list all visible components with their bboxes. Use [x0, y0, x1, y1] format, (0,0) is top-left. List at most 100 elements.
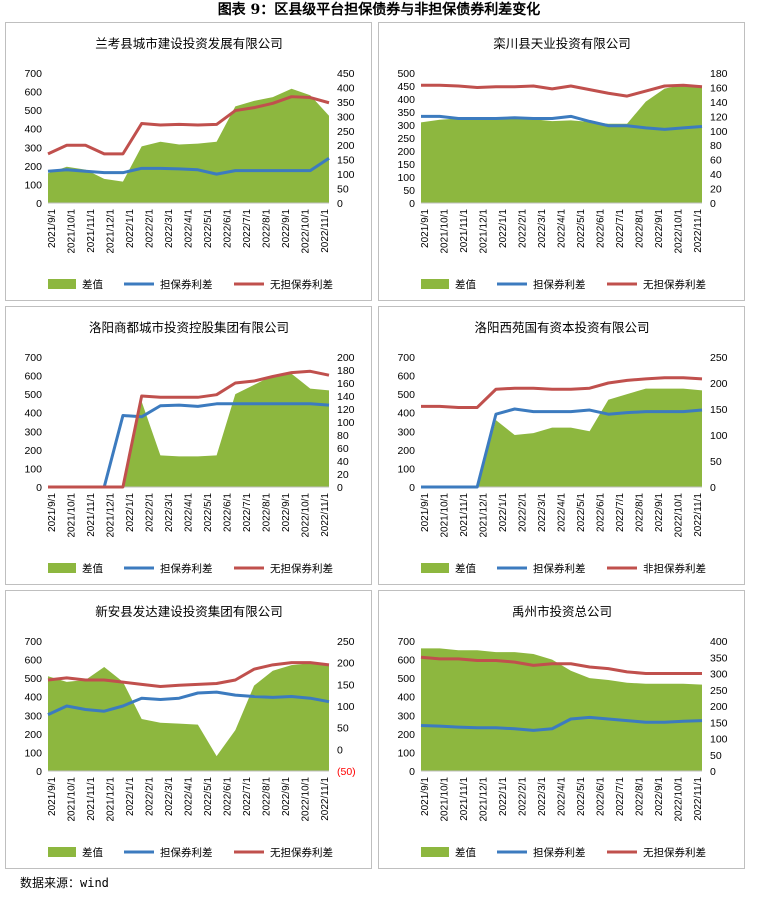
right-axis-tick-label: 160	[337, 378, 355, 390]
left-axis-tick-label: 0	[409, 198, 415, 210]
x-axis-tick-label: 2022/11/1	[320, 777, 331, 821]
right-axis-tick-label: 0	[710, 198, 716, 210]
chart-svg: 禹州市投资总公司 0 100 200 300 400 500 600 700 0 50 100 150 2…	[397, 604, 728, 859]
left-axis-tick-label: 250	[397, 133, 415, 145]
series-area-diff	[421, 648, 702, 771]
right-axis-tick-label: 40	[710, 169, 722, 181]
left-axis-tick-label: 400	[397, 94, 415, 106]
x-axis-tick-label: 2022/5/1	[576, 493, 587, 532]
x-axis-tick-label: 2021/9/1	[420, 209, 431, 248]
legend-swatch-diff	[421, 279, 449, 289]
left-axis-tick-label: 0	[36, 482, 42, 494]
legend-label: 差值	[82, 562, 103, 575]
left-axis-tick-label: 100	[397, 463, 415, 475]
series-line-nonguarantee	[48, 369, 330, 489]
x-axis-tick-label: 2022/7/1	[615, 209, 626, 248]
left-axis-tick-label: 300	[24, 142, 42, 154]
x-axis-tick-label: 2021/12/1	[479, 777, 490, 822]
chart-svg: 洛阳商都城市投资控股集团有限公司010020030040050060070002…	[24, 320, 355, 575]
series-area-diff	[48, 88, 329, 203]
right-axis-tick-label: 120	[337, 404, 355, 416]
x-axis-tick-label: 2022/10/1	[301, 493, 312, 538]
x-axis-tick-label: 2021/10/1	[67, 209, 78, 254]
right-axis-tick-label: 200	[710, 701, 728, 713]
left-axis-tick-label: 300	[397, 710, 415, 722]
right-axis-tick-label: 50	[337, 723, 349, 735]
left-axis-tick-label: 700	[24, 352, 42, 364]
right-axis-tick-label: 80	[710, 140, 722, 152]
x-axis-tick-label: 2022/2/1	[518, 209, 529, 248]
x-axis-tick-label: 2022/9/1	[281, 493, 292, 532]
right-axis-tick-label: 0	[710, 482, 716, 494]
legend-label: 无担保券利差	[643, 278, 706, 291]
chart-svg: 新安县发达建设投资集团有限公司0100200300400500600700(50…	[24, 604, 355, 859]
legend-swatch-diff	[421, 847, 449, 857]
chart-title: 洛阳商都城市投资控股集团有限公司	[89, 320, 289, 335]
x-axis-tick-label: 2021/11/1	[459, 493, 470, 537]
left-axis-tick-label: 600	[24, 655, 42, 667]
x-axis-tick-label: 2022/5/1	[576, 209, 587, 248]
right-axis-tick-label: 450	[337, 68, 355, 80]
series-area-diff	[48, 663, 329, 771]
legend-label: 无担保券利差	[270, 846, 333, 859]
right-axis-tick-label: 60	[710, 155, 722, 167]
x-axis-tick-label: 2022/11/1	[320, 493, 331, 537]
chart-panel-xinan: 新安县发达建设投资集团有限公司 0 100 200 300 400 500 600 700 (50…	[5, 590, 372, 869]
right-axis-tick-label: 350	[337, 97, 355, 109]
x-axis-tick-label: 2021/10/1	[440, 209, 451, 254]
left-axis-tick-label: 300	[24, 426, 42, 438]
legend-swatch-diff	[48, 563, 76, 573]
right-axis-tick-label: 250	[337, 126, 355, 138]
left-axis-tick-label: 400	[24, 124, 42, 136]
legend-label: 无担保券利差	[270, 562, 333, 575]
left-axis-tick-label: 50	[403, 185, 415, 197]
x-axis-tick-label: 2022/1/1	[498, 493, 509, 532]
x-axis-tick-label: 2022/4/1	[184, 777, 195, 816]
x-axis-tick-label: 2022/7/1	[615, 493, 626, 532]
legend-label: 担保券利差	[533, 562, 586, 575]
left-axis-tick-label: 200	[24, 445, 42, 457]
x-axis-tick-label: 2022/5/1	[203, 493, 214, 532]
legend-swatch-diff	[48, 279, 76, 289]
right-axis-tick-label: 400	[710, 636, 728, 648]
left-axis-tick-label: 0	[409, 482, 415, 494]
x-axis-tick-label: 2022/10/1	[674, 493, 685, 538]
x-axis-tick-label: 2021/12/1	[479, 493, 490, 538]
x-axis-tick-label: 2021/11/1	[86, 209, 97, 253]
series-area-diff	[421, 84, 702, 203]
x-axis-tick-label: 2022/3/1	[164, 209, 175, 248]
left-axis-tick-label: 500	[24, 389, 42, 401]
left-axis-tick-label: 500	[24, 105, 42, 117]
x-axis-tick-label: 2022/9/1	[281, 777, 292, 816]
x-axis-tick-label: 2022/9/1	[654, 777, 665, 816]
chart-title: 栾川县天业投资有限公司	[493, 36, 631, 51]
left-axis-tick-label: 700	[397, 636, 415, 648]
left-axis-tick-label: 100	[24, 463, 42, 475]
series-area-diff	[421, 388, 702, 487]
x-axis-tick-label: 2021/11/1	[459, 209, 470, 253]
left-axis-tick-label: 600	[397, 655, 415, 667]
x-axis-tick-label: 2021/9/1	[47, 777, 58, 816]
legend-swatch-diff	[48, 847, 76, 857]
series-line-guarantee	[421, 407, 703, 489]
right-axis-tick-label: 140	[710, 97, 728, 109]
x-axis-tick-label: 2022/6/1	[223, 777, 234, 816]
x-axis-tick-label: 2022/2/1	[145, 209, 156, 248]
x-axis-tick-label: 2021/9/1	[47, 209, 58, 248]
x-axis-tick-label: 2021/9/1	[47, 493, 58, 532]
left-axis-tick-label: 400	[397, 692, 415, 704]
left-axis-tick-label: 600	[397, 371, 415, 383]
legend-label: 差值	[455, 562, 476, 575]
right-axis-tick-label: 200	[337, 352, 355, 364]
x-axis-tick-label: 2022/6/1	[596, 493, 607, 532]
x-axis-tick-label: 2021/12/1	[479, 209, 490, 254]
right-axis-tick-label: 180	[337, 365, 355, 377]
chart-panel-xiyuan: 洛阳西苑国有资本投资有限公司 0 100 200 300 400 500 600 700 0 50 1…	[378, 306, 745, 585]
right-axis-tick-label: 60	[337, 443, 349, 455]
left-axis-tick-label: 150	[397, 159, 415, 171]
series-line-nonguarantee	[421, 83, 703, 98]
x-axis-tick-label: 2022/11/1	[693, 777, 704, 821]
x-axis-tick-label: 2022/2/1	[145, 493, 156, 532]
x-axis-tick-label: 2021/12/1	[106, 777, 117, 822]
left-axis-tick-label: 0	[409, 766, 415, 778]
